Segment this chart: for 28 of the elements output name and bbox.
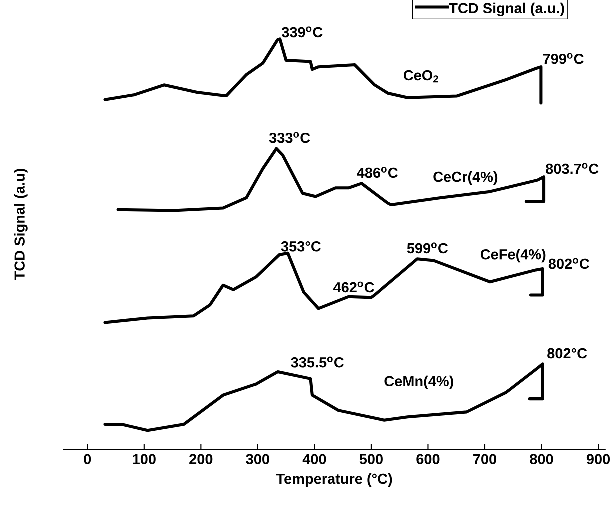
series-label: CeO$_{2}$ [404,70,438,82]
x-tick-label: 600 [416,454,440,464]
x-tick-label: 800 [530,454,554,464]
series-label: CeMn(4%) [384,376,454,390]
series-label: CeFe(4%) [480,248,546,262]
annotation: 803.7$^{o}$C [546,163,599,174]
x-tick-label: 300 [246,454,270,464]
annotation: 462$^{o}$C [334,282,374,292]
annotation: 802$^{o}$C [548,258,590,269]
x-tick-label: 200 [190,454,213,464]
y-axis-title: TCD Signal (a.u) [14,168,28,280]
series-label: CeCr(4%) [434,171,498,185]
legend-title: TCD Signal (a.u.) [449,2,564,16]
x-tick-label: 400 [302,454,326,464]
x-tick-label: 700 [474,454,496,464]
x-axis-title: Temperature (°C) [276,473,392,487]
x-tick-label: 900 [586,454,610,464]
x-tick-label: 100 [133,454,156,464]
x-tick-label: 0 [84,454,92,464]
annotation: 799$^{o}$C [543,53,584,64]
annotation: 486$^{o}$C [357,167,398,178]
annotation: 353°C [281,241,321,252]
annotation: 802°C [548,348,588,358]
x-tick-label: 500 [360,454,383,464]
annotation: 335.5$^{o}$C [291,356,344,368]
annotation: 339$^{o}$C [282,26,323,38]
annotation: 333$^{o}$C [269,132,310,143]
annotation: 599$^{o}$C [407,242,448,254]
